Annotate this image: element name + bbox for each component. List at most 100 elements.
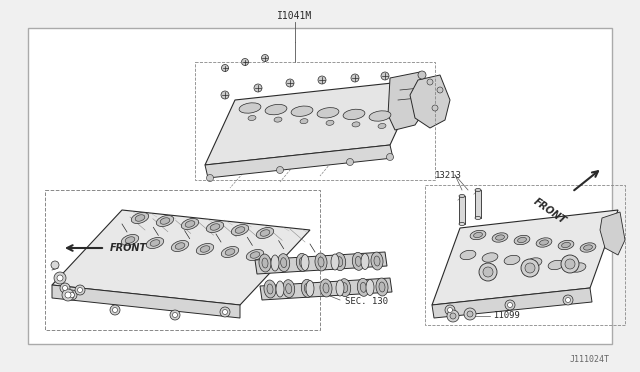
Ellipse shape <box>376 278 388 296</box>
Bar <box>45 190 320 330</box>
Circle shape <box>77 288 83 292</box>
Ellipse shape <box>276 281 284 297</box>
Ellipse shape <box>125 237 135 243</box>
Circle shape <box>464 308 476 320</box>
Ellipse shape <box>259 254 271 272</box>
Circle shape <box>51 261 59 269</box>
Ellipse shape <box>504 255 520 265</box>
Circle shape <box>170 310 180 320</box>
Circle shape <box>418 71 426 79</box>
Ellipse shape <box>156 215 173 227</box>
Ellipse shape <box>355 256 362 266</box>
Ellipse shape <box>300 257 305 267</box>
Circle shape <box>445 305 455 315</box>
Bar <box>425 185 625 325</box>
Circle shape <box>505 300 515 310</box>
Circle shape <box>60 283 70 293</box>
Ellipse shape <box>264 280 276 298</box>
Ellipse shape <box>281 258 287 268</box>
Ellipse shape <box>160 218 170 224</box>
Ellipse shape <box>342 283 348 293</box>
Text: SEC. 130: SEC. 130 <box>345 298 388 307</box>
Ellipse shape <box>371 252 383 270</box>
Ellipse shape <box>475 189 481 192</box>
Polygon shape <box>600 212 625 255</box>
Circle shape <box>318 76 326 84</box>
Ellipse shape <box>337 257 342 267</box>
Circle shape <box>54 272 66 284</box>
Ellipse shape <box>495 235 504 240</box>
Text: FRONT: FRONT <box>532 196 568 225</box>
Polygon shape <box>388 72 430 130</box>
Ellipse shape <box>147 237 164 248</box>
Ellipse shape <box>459 222 465 225</box>
Circle shape <box>479 263 497 281</box>
Circle shape <box>63 285 67 291</box>
Ellipse shape <box>196 244 214 254</box>
Polygon shape <box>459 196 465 224</box>
Circle shape <box>221 64 228 71</box>
Ellipse shape <box>526 258 542 267</box>
Circle shape <box>75 285 85 295</box>
Circle shape <box>525 263 535 273</box>
Ellipse shape <box>558 240 574 250</box>
Circle shape <box>427 79 433 85</box>
Polygon shape <box>205 145 393 178</box>
Ellipse shape <box>260 230 270 236</box>
Ellipse shape <box>225 249 235 255</box>
Ellipse shape <box>369 111 391 121</box>
Circle shape <box>447 310 459 322</box>
Circle shape <box>450 313 456 319</box>
Ellipse shape <box>323 283 329 293</box>
Ellipse shape <box>291 106 313 116</box>
Circle shape <box>387 154 394 160</box>
Ellipse shape <box>584 245 593 250</box>
Ellipse shape <box>221 247 239 257</box>
Ellipse shape <box>235 227 245 233</box>
Circle shape <box>346 158 353 166</box>
Circle shape <box>508 302 513 308</box>
Text: I1041M: I1041M <box>277 11 312 21</box>
Ellipse shape <box>514 235 530 245</box>
Circle shape <box>563 295 573 305</box>
Ellipse shape <box>326 120 334 125</box>
Circle shape <box>113 308 118 312</box>
Ellipse shape <box>285 284 292 294</box>
Ellipse shape <box>150 240 160 246</box>
Ellipse shape <box>122 234 139 246</box>
Ellipse shape <box>482 253 498 262</box>
Polygon shape <box>205 80 420 165</box>
Ellipse shape <box>474 232 483 238</box>
Polygon shape <box>52 285 240 318</box>
Ellipse shape <box>185 221 195 227</box>
Ellipse shape <box>580 243 596 252</box>
Ellipse shape <box>366 279 374 295</box>
Ellipse shape <box>231 224 249 235</box>
Circle shape <box>483 267 493 277</box>
Ellipse shape <box>379 282 385 292</box>
Ellipse shape <box>336 280 344 296</box>
Ellipse shape <box>300 119 308 124</box>
Ellipse shape <box>181 218 198 230</box>
Ellipse shape <box>518 237 527 243</box>
Circle shape <box>110 305 120 315</box>
Text: J111024T: J111024T <box>570 356 610 365</box>
Ellipse shape <box>374 256 380 266</box>
Ellipse shape <box>318 257 324 267</box>
Circle shape <box>173 312 177 317</box>
Polygon shape <box>52 210 310 305</box>
Circle shape <box>254 84 262 92</box>
Ellipse shape <box>470 230 486 240</box>
Ellipse shape <box>320 279 332 297</box>
Ellipse shape <box>315 253 327 271</box>
Circle shape <box>565 259 575 269</box>
Ellipse shape <box>206 221 224 232</box>
Ellipse shape <box>175 243 185 249</box>
Ellipse shape <box>283 280 294 298</box>
Circle shape <box>437 87 443 93</box>
Ellipse shape <box>460 250 476 260</box>
Circle shape <box>221 91 229 99</box>
Ellipse shape <box>210 224 220 230</box>
Polygon shape <box>475 190 481 218</box>
Ellipse shape <box>248 115 256 121</box>
